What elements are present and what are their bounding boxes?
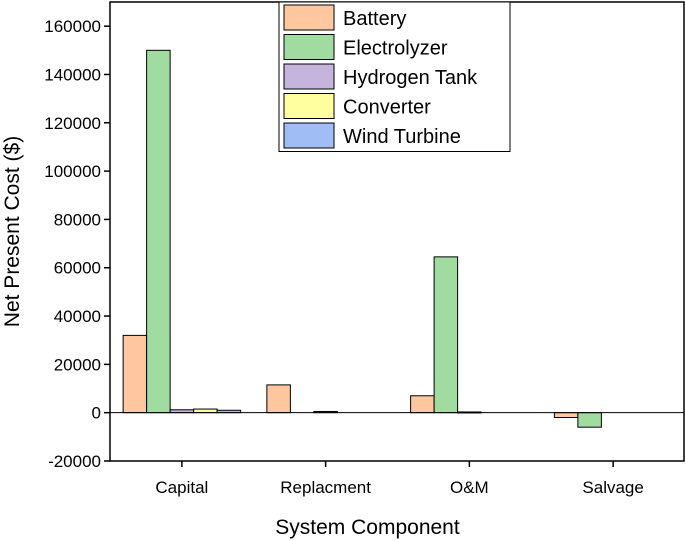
bar-battery-capital [122,334,148,414]
bar-battery-salvage [553,412,579,419]
x-tick-label: Capital [155,478,208,497]
bar-battery-o-m [410,395,435,414]
bar-battery-replacment [266,384,291,414]
bar-electrolyzer-o-m [433,256,459,414]
y-tick-label: 80000 [54,210,101,229]
y-axis-label: Net Present Cost ($) [1,136,24,327]
legend-label: Electrolyzer [343,38,448,60]
legend: Battery Electrolyzer Hydrogen Tank Converte… [278,1,511,152]
y-tick-label: 140000 [44,65,101,84]
y-axis-ticks: -20000 0 20000 40000 60000 80000 100000 120000 1… [44,17,110,471]
x-tick-label: O&M [450,478,489,497]
legend-swatch [283,34,335,60]
x-tick-label: Replacment [280,478,371,497]
y-tick-label: 60000 [54,259,101,278]
legend-label: Converter [343,97,431,119]
x-tick-label: Salvage [582,478,643,497]
bar-series [122,49,602,428]
legend-label: Hydrogen Tank [343,67,478,89]
y-tick-label: 100000 [44,162,101,181]
legend-swatch [283,93,335,119]
bar-electrolyzer-capital [146,49,171,414]
y-tick-label: -20000 [48,452,101,471]
x-axis-label: System Component [275,516,460,539]
y-tick-label: 120000 [44,114,101,133]
legend-swatch [283,122,335,149]
legend-swatch [283,4,335,31]
legend-swatch [283,63,335,90]
x-axis-ticks: Capital Replacment O&M Salvage [155,461,644,497]
y-tick-label: 20000 [54,355,101,374]
y-tick-label: 0 [92,404,101,423]
legend-label: Battery [343,8,406,30]
bar-electrolyzer-salvage [577,412,602,428]
bar-converter-capital [193,408,218,414]
legend-label: Wind Turbine [343,126,461,148]
y-tick-label: 160000 [44,17,101,36]
y-tick-label: 40000 [54,307,101,326]
